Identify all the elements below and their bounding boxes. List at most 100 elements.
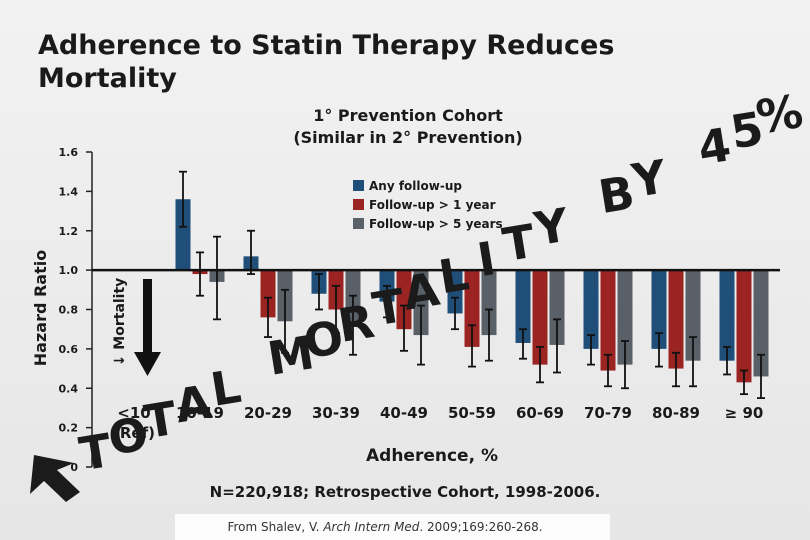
error-bar-1yr-9 — [672, 351, 680, 388]
bar-1yr-6 — [464, 270, 480, 347]
y-tick-label: 0.2 — [59, 422, 79, 435]
bar-any-10 — [719, 270, 735, 361]
error-bar-any-8 — [587, 334, 595, 366]
x-tick-label-4: 30-39 — [312, 404, 360, 422]
y-tick-label: 1.0 — [59, 264, 79, 277]
error-bar-5yr-3 — [281, 288, 289, 354]
y-axis-label: Hazard Ratio — [31, 250, 50, 366]
overlay-letter-17: B — [595, 165, 638, 224]
error-bar-5yr-8 — [621, 340, 629, 390]
bar-5yr-5 — [413, 270, 429, 336]
y-tick-label: 0.6 — [59, 343, 79, 356]
error-bar-any-7 — [519, 328, 527, 360]
overlay-letter-8: O — [300, 310, 347, 370]
error-bar-1yr-3 — [264, 296, 272, 338]
error-bar-1yr-4 — [332, 284, 340, 335]
error-bar-layer — [179, 170, 765, 399]
bar-any-2 — [175, 199, 191, 271]
x-tick-label-9: 80-89 — [652, 404, 700, 422]
x-tick-label-5: 40-49 — [380, 404, 428, 422]
bar-5yr-9 — [685, 270, 701, 361]
x-tick-label-3: 20-29 — [244, 404, 292, 422]
error-bar-5yr-7 — [553, 318, 561, 374]
citation-journal: Arch Intern Med — [322, 520, 419, 534]
error-bar-any-6 — [451, 296, 459, 331]
axis-layer: 0 0.2 0.4 0.6 0.8 1.0 1.2 1.4 1.6 — [59, 146, 780, 474]
legend-label-5yr: Follow-up > 5 years — [369, 217, 503, 231]
citation-prefix: From Shalev, V. — [227, 520, 323, 534]
bar-1yr-8 — [600, 270, 616, 371]
chart-subtitle-line1: 1° Prevention Cohort — [313, 106, 503, 125]
y-tick-label: 1.4 — [59, 185, 79, 198]
error-bar-any-10 — [723, 346, 731, 376]
x-tick-label-1: <10 — [117, 404, 150, 422]
x-tick-label-2: 10-19 — [176, 404, 224, 422]
y-tick-label: 0.8 — [59, 304, 79, 317]
legend-swatch-1yr — [353, 199, 364, 210]
error-bar-5yr-5 — [417, 304, 425, 366]
diagonal-arrow-icon — [30, 455, 80, 502]
overlay-letter-22: % — [752, 84, 806, 145]
bar-5yr-7 — [549, 270, 565, 345]
bar-5yr-6 — [481, 270, 497, 336]
overlay-letter-12: L — [435, 246, 473, 304]
legend-swatch-any — [353, 180, 364, 191]
error-bar-any-3 — [247, 229, 255, 275]
y-tick-label: 0.4 — [59, 382, 79, 395]
bar-5yr-10 — [753, 270, 769, 377]
error-bar-1yr-8 — [604, 353, 612, 388]
overlay-letter-9: R — [334, 294, 378, 353]
down-arrow-icon — [134, 279, 161, 376]
bar-any-9 — [651, 270, 667, 349]
error-bar-1yr-2 — [196, 251, 204, 297]
overlay-letter-4: A — [171, 374, 215, 433]
error-bar-1yr-10 — [740, 369, 748, 396]
x-tick-label-10: ≥ 90 — [725, 404, 764, 422]
bar-1yr-9 — [668, 270, 684, 369]
overlay-letter-7: M — [264, 325, 318, 386]
bar-any-6 — [447, 270, 463, 314]
error-bar-any-2 — [179, 170, 187, 228]
error-bar-5yr-9 — [689, 336, 697, 388]
error-bar-5yr-10 — [757, 353, 765, 399]
bar-any-7 — [515, 270, 531, 343]
citation: From Shalev, V. Arch Intern Med. 2009;16… — [227, 520, 542, 534]
error-bar-1yr-7 — [536, 346, 544, 384]
citation-suffix: . 2009;169:260-268. — [419, 520, 542, 534]
overlay-letter-2: O — [104, 406, 151, 466]
error-bar-1yr-6 — [468, 324, 476, 368]
legend-label-any: Any follow-up — [369, 179, 462, 193]
page-title-line2: Mortality — [38, 63, 177, 94]
citation-strip — [175, 514, 610, 540]
legend: Any follow-up Follow-up > 1 year Follow-… — [353, 179, 503, 231]
x-tick-label-8: 70-79 — [584, 404, 632, 422]
x-axis-label: Adherence, % — [366, 446, 498, 466]
overlay-letter-15: Y — [530, 197, 573, 256]
chart-subtitle-line2: (Similar in 2° Prevention) — [293, 128, 522, 147]
error-bar-any-9 — [655, 332, 663, 368]
bar-1yr-3 — [260, 270, 276, 318]
error-bar-5yr-2 — [213, 235, 221, 321]
y-tick-label: 1.2 — [59, 225, 79, 238]
error-bar-5yr-4 — [349, 294, 357, 356]
x-tick-label-1-sub: (Ref) — [113, 424, 155, 442]
category-label-layer: <10 (Ref) 10-19 20-29 30-39 40-49 50-59 60-69 70… — [113, 404, 763, 442]
bar-1yr-5 — [396, 270, 412, 330]
page-title-line1: Adherence to Statin Therapy Reduces — [38, 30, 614, 61]
bar-any-8 — [583, 270, 599, 349]
overlay-letter-20: 4 — [694, 117, 734, 175]
legend-label-1yr: Follow-up > 1 year — [369, 198, 496, 212]
error-bar-any-4 — [315, 273, 323, 311]
x-tick-label-7: 60-69 — [516, 404, 564, 422]
bar-1yr-7 — [532, 270, 548, 365]
error-bar-1yr-5 — [400, 304, 408, 352]
bar-1yr-10 — [736, 270, 752, 383]
legend-swatch-5yr — [353, 218, 364, 229]
mortality-axis-label: ↓ Mortality — [112, 278, 128, 367]
y-tick-label: 1.6 — [59, 146, 79, 159]
error-bar-any-5 — [383, 284, 391, 319]
error-bar-5yr-6 — [485, 308, 493, 362]
y-tick-label: 0 — [70, 461, 78, 474]
